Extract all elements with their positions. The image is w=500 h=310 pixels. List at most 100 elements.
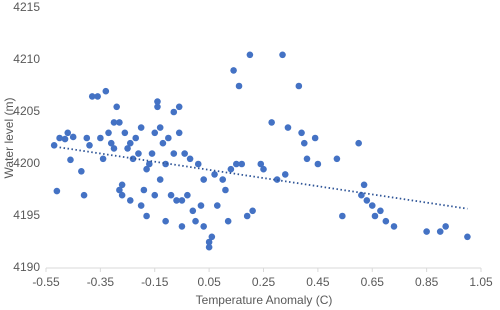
point bbox=[298, 129, 305, 137]
point bbox=[208, 233, 216, 241]
point bbox=[110, 145, 118, 152]
point bbox=[151, 129, 159, 137]
trendline bbox=[59, 146, 468, 210]
point bbox=[151, 191, 159, 199]
point bbox=[175, 103, 183, 111]
point bbox=[148, 150, 156, 157]
point bbox=[260, 165, 267, 173]
point bbox=[156, 176, 164, 183]
y-tick-label: 4200 bbox=[13, 156, 40, 170]
x-tick-label: -0.55 bbox=[32, 275, 60, 289]
point bbox=[279, 51, 286, 59]
x-axis-title: Temperature Anomaly (C) bbox=[196, 293, 333, 307]
point bbox=[154, 103, 161, 111]
point bbox=[162, 160, 169, 168]
point bbox=[143, 212, 150, 220]
point bbox=[88, 93, 96, 100]
point bbox=[363, 197, 371, 204]
y-tick-label: 4195 bbox=[13, 208, 40, 222]
point bbox=[371, 212, 379, 220]
x-tick-label: 0.85 bbox=[415, 275, 439, 289]
y-axis-title: Water level (m) bbox=[2, 98, 16, 179]
point bbox=[154, 98, 161, 105]
point bbox=[368, 202, 376, 209]
point bbox=[129, 155, 137, 163]
point bbox=[56, 134, 63, 142]
point bbox=[211, 171, 218, 178]
point bbox=[137, 202, 145, 209]
point bbox=[339, 212, 346, 220]
point bbox=[162, 217, 169, 225]
point bbox=[224, 217, 232, 225]
point bbox=[137, 124, 145, 131]
point bbox=[175, 129, 183, 137]
point bbox=[295, 82, 303, 90]
point bbox=[105, 129, 112, 137]
point bbox=[284, 124, 292, 131]
x-tick-label: -0.35 bbox=[87, 275, 115, 289]
point bbox=[94, 93, 101, 100]
point bbox=[107, 139, 115, 147]
x-tick-label: -0.15 bbox=[141, 275, 169, 289]
x-tick-label: 0.45 bbox=[306, 275, 330, 289]
point bbox=[200, 176, 207, 183]
point bbox=[205, 243, 213, 251]
point bbox=[333, 155, 341, 163]
point bbox=[205, 238, 213, 246]
point bbox=[121, 129, 129, 137]
point bbox=[219, 176, 227, 183]
point bbox=[238, 160, 246, 168]
point bbox=[110, 119, 118, 126]
point bbox=[358, 191, 365, 199]
point bbox=[178, 223, 186, 230]
point bbox=[222, 186, 229, 194]
point bbox=[86, 141, 93, 149]
point bbox=[311, 134, 319, 142]
y-tick-label: 4210 bbox=[13, 52, 40, 66]
point bbox=[243, 212, 251, 220]
point bbox=[83, 134, 91, 142]
point bbox=[273, 176, 281, 183]
point bbox=[167, 191, 175, 199]
point bbox=[382, 217, 390, 225]
point bbox=[442, 223, 449, 230]
x-tick-label: 0.05 bbox=[197, 275, 221, 289]
point bbox=[140, 186, 148, 194]
point bbox=[213, 202, 221, 209]
point bbox=[268, 119, 275, 126]
point bbox=[300, 139, 308, 147]
point bbox=[126, 197, 134, 204]
point bbox=[227, 165, 235, 173]
point bbox=[67, 156, 74, 164]
point bbox=[194, 160, 202, 168]
point bbox=[377, 207, 384, 215]
point bbox=[246, 51, 254, 59]
point bbox=[423, 228, 430, 235]
point bbox=[113, 103, 120, 111]
x-tick-label: 0.65 bbox=[361, 275, 385, 289]
point bbox=[102, 87, 110, 95]
point bbox=[69, 133, 77, 141]
point bbox=[178, 197, 186, 204]
point bbox=[181, 150, 188, 157]
x-tick-label: 1.05 bbox=[469, 275, 493, 289]
y-tick-label: 4215 bbox=[13, 0, 40, 14]
x-tick-label: 0.25 bbox=[252, 275, 276, 289]
point bbox=[116, 119, 123, 126]
point bbox=[173, 197, 180, 204]
point bbox=[184, 191, 191, 199]
point bbox=[281, 171, 289, 178]
point bbox=[355, 139, 362, 147]
point bbox=[235, 82, 243, 90]
point bbox=[132, 134, 140, 142]
point bbox=[126, 139, 134, 147]
point bbox=[64, 129, 72, 137]
point bbox=[78, 167, 85, 175]
point bbox=[80, 191, 88, 199]
point bbox=[118, 191, 126, 199]
point bbox=[257, 160, 265, 168]
point bbox=[118, 181, 126, 189]
point bbox=[360, 181, 368, 189]
point bbox=[233, 160, 240, 168]
